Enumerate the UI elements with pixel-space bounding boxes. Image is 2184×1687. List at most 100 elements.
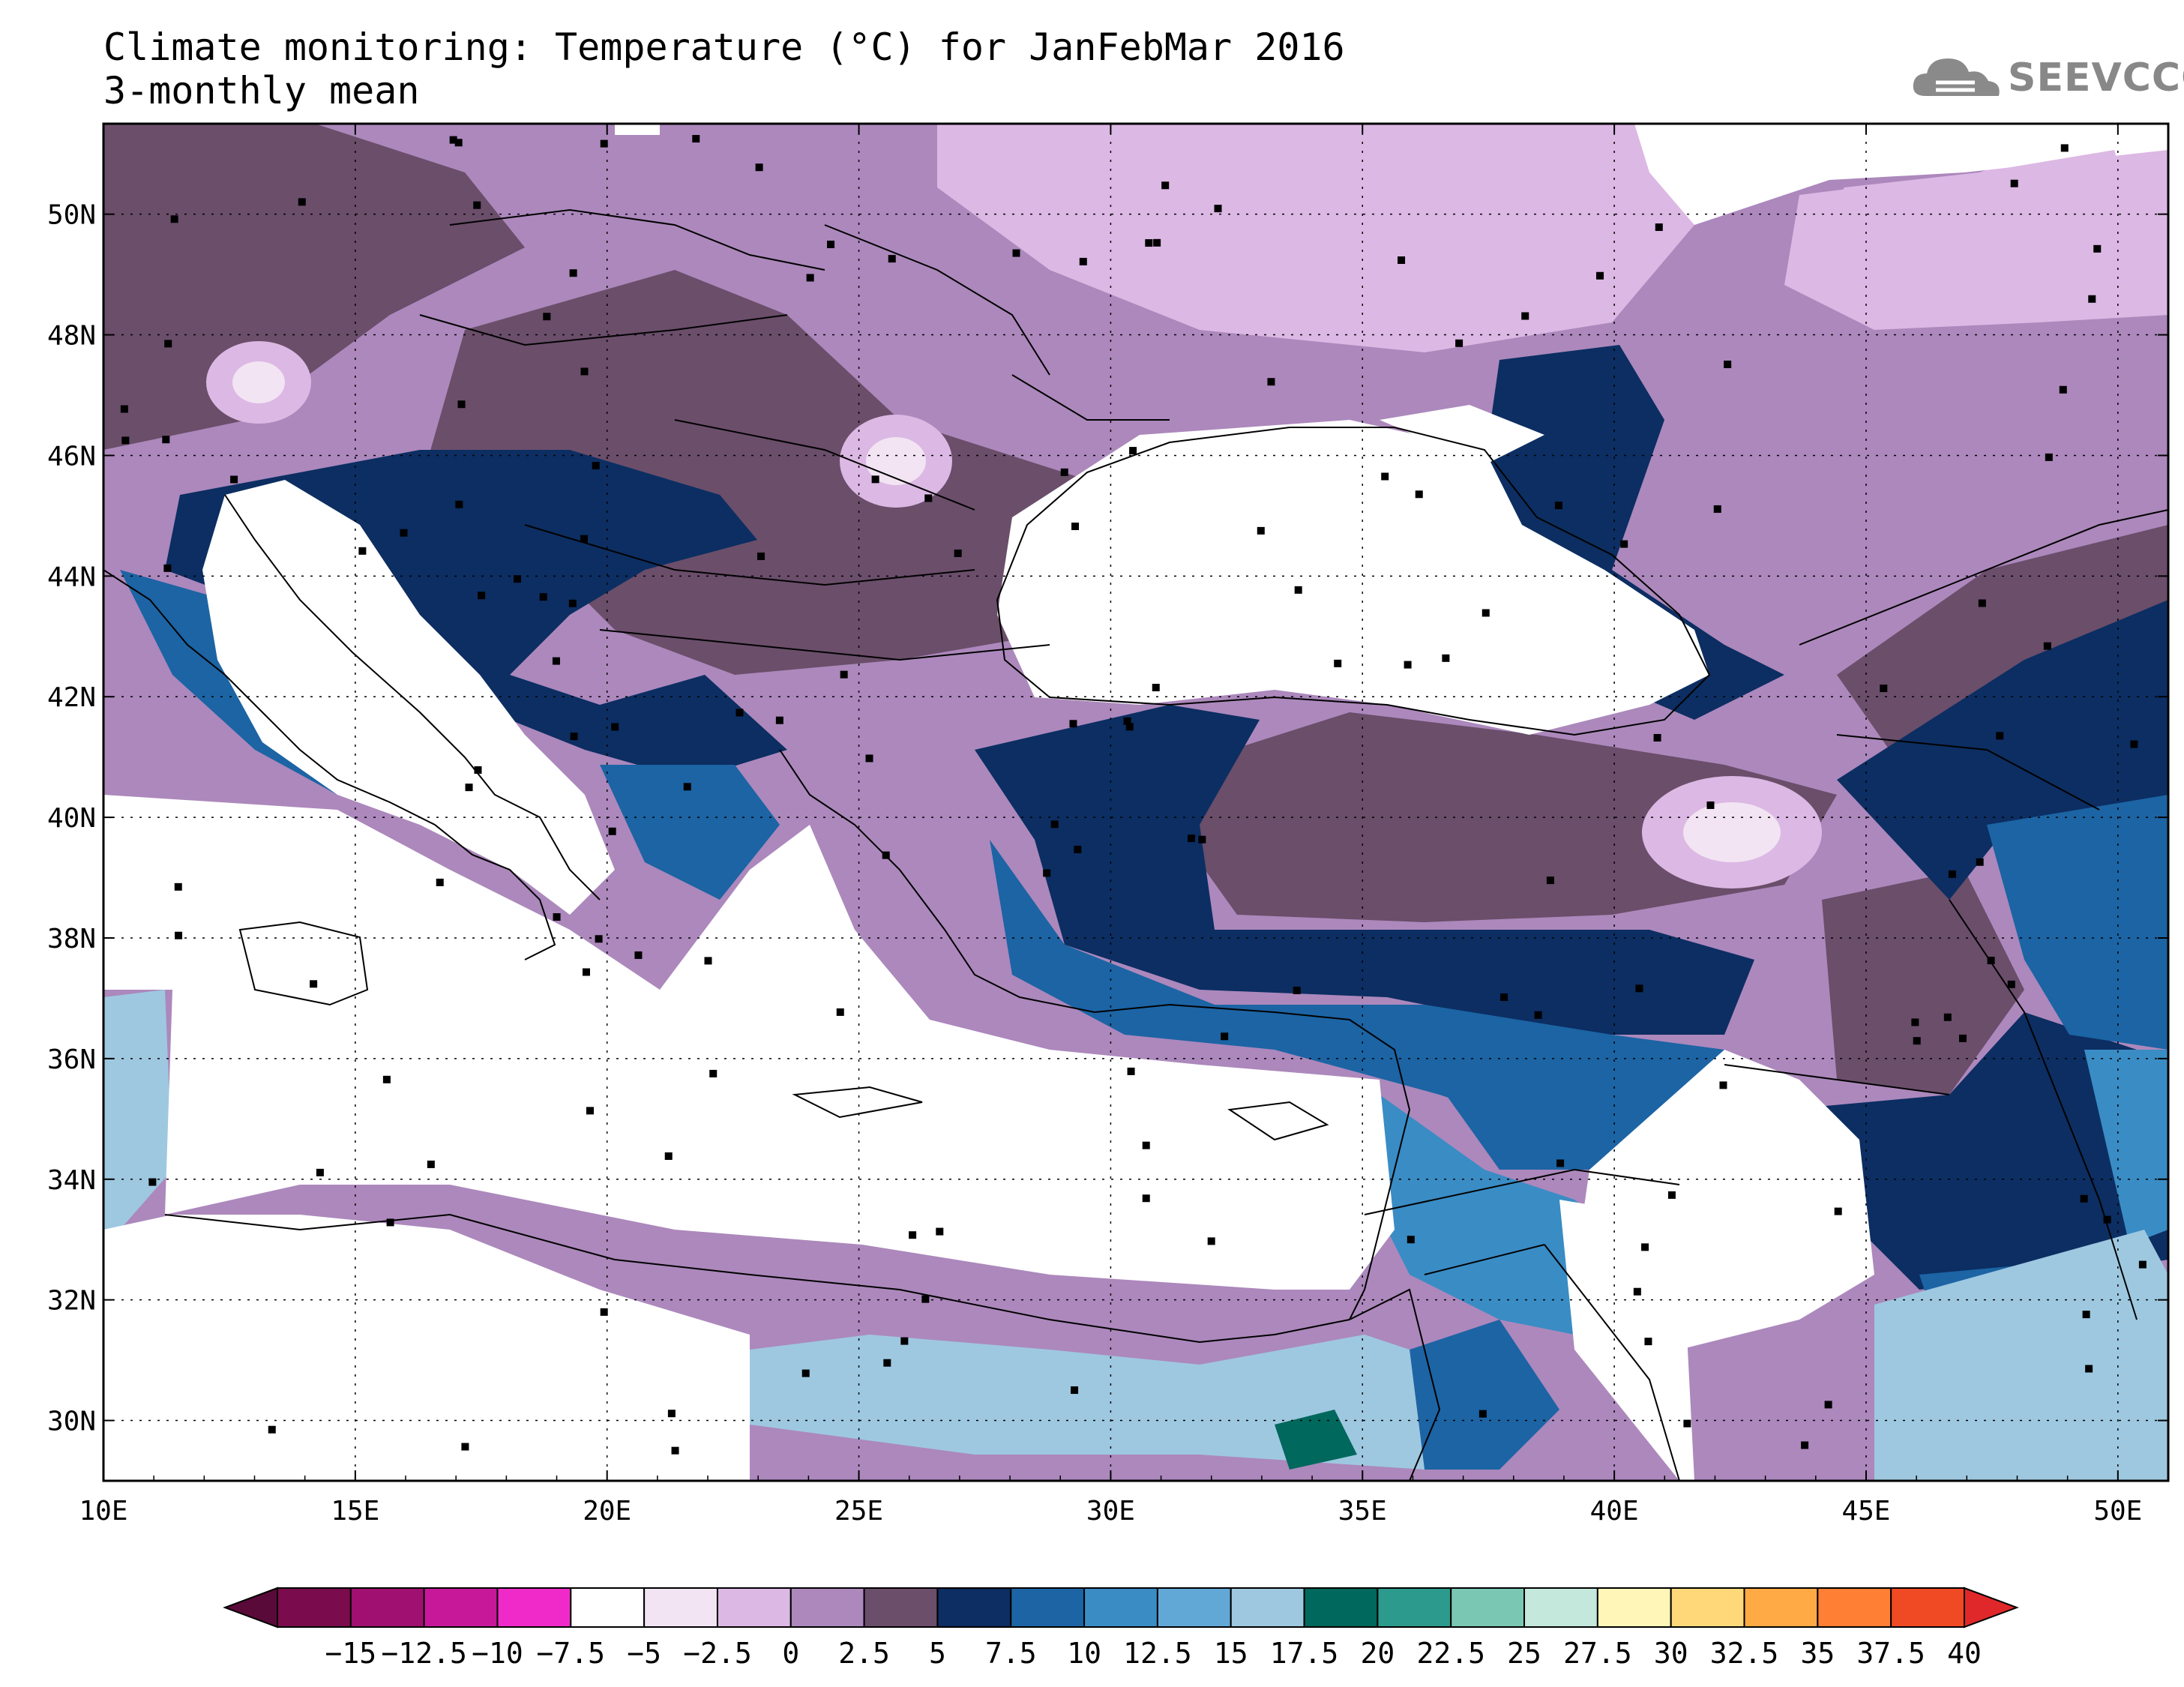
- station-marker: [775, 716, 783, 724]
- station-marker: [888, 255, 896, 263]
- colorbar-swatch: [1156, 1587, 1232, 1628]
- lat-tick-label: 36N: [47, 1044, 96, 1075]
- station-marker: [1635, 984, 1643, 993]
- station-marker: [568, 599, 577, 607]
- colorbar-swatch: [1596, 1587, 1672, 1628]
- map-frame: [102, 122, 2170, 1482]
- station-marker: [1943, 1013, 1952, 1021]
- colorbar-swatch: [1377, 1587, 1452, 1628]
- station-marker: [1478, 1410, 1487, 1418]
- colorbar-swatch: [789, 1587, 865, 1628]
- station-marker: [1294, 586, 1302, 594]
- station-marker: [1334, 659, 1342, 667]
- station-marker: [1554, 502, 1562, 510]
- station-marker: [2103, 1215, 2111, 1224]
- station-marker: [1653, 733, 1661, 742]
- station-marker: [1880, 685, 1888, 693]
- seevccc-logo: SEEVCCC: [1910, 49, 2184, 109]
- station-marker: [2088, 295, 2096, 303]
- colorbar-label: 17.5: [1270, 1637, 1339, 1670]
- colorbar-label: −15: [325, 1637, 377, 1670]
- colorbar-swatch: [1523, 1587, 1598, 1628]
- station-marker: [2080, 1194, 2088, 1203]
- colorbar-swatch: [1303, 1587, 1379, 1628]
- station-marker: [1043, 869, 1051, 877]
- station-marker: [1641, 1243, 1649, 1251]
- colorbar-swatch: [1450, 1587, 1526, 1628]
- colorbar-label: −10: [472, 1637, 523, 1670]
- lat-tick-label: 34N: [47, 1165, 96, 1196]
- station-marker: [871, 475, 879, 484]
- colorbar-label: 20: [1361, 1637, 1395, 1670]
- station-marker: [692, 135, 700, 143]
- station-marker: [909, 1231, 917, 1239]
- map-axes: 10E 15E 20E 25E 30E 35E 40E 45E 50E 30N 32N 34N 36N 3…: [47, 124, 2168, 1527]
- station-marker: [1683, 1419, 1691, 1428]
- station-marker: [1978, 599, 1986, 607]
- station-marker: [611, 723, 619, 731]
- station-marker: [2059, 385, 2067, 394]
- station-marker: [552, 657, 560, 665]
- station-marker: [1060, 468, 1068, 476]
- station-marker: [735, 709, 744, 717]
- colorbar-label: −7.5: [537, 1637, 606, 1670]
- station-marker: [121, 436, 130, 445]
- station-marker: [316, 1168, 324, 1176]
- lat-tick-label: 38N: [47, 924, 96, 954]
- station-marker: [634, 951, 643, 959]
- station-marker: [1521, 312, 1529, 320]
- station-marker: [449, 136, 457, 144]
- station-marker: [1719, 1081, 1727, 1089]
- logo-text: SEEVCCC: [2008, 55, 2184, 100]
- station-marker: [580, 535, 588, 543]
- station-marker: [1012, 249, 1020, 257]
- station-marker: [1911, 1018, 1919, 1026]
- station-marker: [473, 201, 481, 209]
- station-marker: [924, 494, 933, 502]
- colorbar-label: 15: [1214, 1637, 1248, 1670]
- station-marker: [1398, 256, 1406, 264]
- station-marker: [1556, 1159, 1565, 1167]
- station-marker: [840, 670, 848, 679]
- station-marker: [608, 827, 616, 835]
- colorbar-label: 0: [782, 1637, 799, 1670]
- station-marker: [543, 313, 551, 321]
- station-marker: [1142, 1194, 1150, 1203]
- station-marker: [755, 163, 763, 172]
- chart-title: Climate monitoring: Temperature (°C) for…: [103, 25, 1345, 112]
- colorbar-label: 22.5: [1416, 1637, 1485, 1670]
- station-marker: [2085, 1365, 2093, 1373]
- lat-tick-label: 44N: [47, 562, 96, 592]
- station-marker: [1207, 1237, 1215, 1245]
- station-marker: [1161, 181, 1170, 190]
- station-marker: [1152, 684, 1160, 692]
- station-marker: [455, 500, 463, 508]
- station-marker: [268, 1425, 276, 1434]
- colorbar-label: 7.5: [985, 1637, 1037, 1670]
- lon-tick-label: 30E: [1086, 1496, 1135, 1527]
- station-marker: [1834, 1207, 1842, 1215]
- colorbar-swatch: [277, 1587, 352, 1628]
- station-marker: [310, 980, 318, 988]
- station-marker: [2060, 144, 2069, 152]
- station-marker: [358, 547, 367, 555]
- station-marker: [671, 1446, 679, 1455]
- station-marker: [174, 882, 182, 891]
- station-marker: [1123, 717, 1131, 725]
- station-marker: [1381, 472, 1389, 481]
- colorbar-label: 30: [1654, 1637, 1688, 1670]
- station-marker: [1546, 876, 1554, 885]
- station-marker: [1404, 661, 1412, 669]
- station-marker: [595, 935, 603, 943]
- station-marker: [2138, 1260, 2147, 1269]
- station-marker: [1142, 1141, 1150, 1149]
- station-marker: [900, 1337, 909, 1345]
- lat-tick-label: 32N: [47, 1286, 96, 1317]
- colorbar-low-arrow: [223, 1587, 278, 1629]
- station-marker: [465, 784, 473, 792]
- station-marker: [1079, 257, 1087, 265]
- station-marker: [1500, 993, 1508, 1001]
- colorbar-swatch: [936, 1587, 1012, 1628]
- station-marker: [120, 405, 128, 413]
